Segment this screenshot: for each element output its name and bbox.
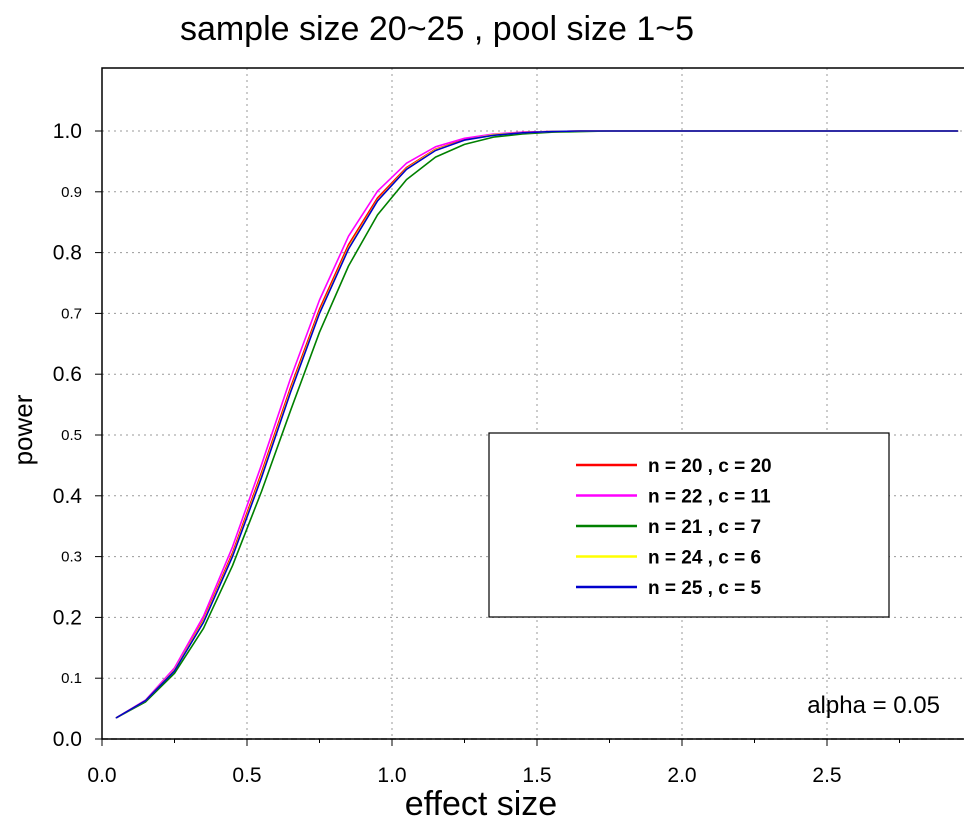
y-tick-label-9: 0.9 xyxy=(61,184,82,201)
legend-label-0: n = 20 , c = 20 xyxy=(648,456,772,477)
y-tick-label-8: 0.8 xyxy=(53,242,82,265)
series-line-4 xyxy=(115,130,959,719)
chart-title: sample size 20~25 , pool size 1~5 xyxy=(180,10,694,48)
y-tick-label-4: 0.4 xyxy=(53,485,83,508)
y-axis-ticks: 0.0 0.1 0.2 0.3 0.4 0.5 0.6 0.7 0.8 0.9 1.0 xyxy=(53,120,102,751)
y-tick-label-3: 0.3 xyxy=(61,549,82,566)
alpha-annotation: alpha = 0.05 xyxy=(807,692,940,719)
x-tick-label-4: 2.0 xyxy=(667,764,696,787)
y-tick-label-10: 1.0 xyxy=(53,120,82,143)
y-tick-label-6: 0.6 xyxy=(53,363,82,386)
legend-items: n = 20 , c = 20 n = 22 , c = 11 n = 21 , c… xyxy=(576,456,772,599)
legend-label-3: n = 24 , c = 6 xyxy=(648,548,761,569)
plot-frame xyxy=(101,67,964,740)
x-tick-label-0: 0.0 xyxy=(87,764,116,787)
legend-label-1: n = 22 , c = 11 xyxy=(648,487,771,508)
y-tick-label-5: 0.5 xyxy=(61,427,82,444)
y-tick-label-0: 0.0 xyxy=(53,728,82,751)
series-lines xyxy=(115,130,959,719)
legend-box xyxy=(488,432,890,618)
grid-lines xyxy=(102,68,964,739)
legend-label-4: n = 25 , c = 5 xyxy=(648,578,761,599)
x-axis-ticks: 0.0 0.5 1.0 1.5 2.0 2.5 xyxy=(87,739,900,787)
legend: n = 20 , c = 20 n = 22 , c = 11 n = 21 , c… xyxy=(488,432,890,618)
x-tick-label-5: 2.5 xyxy=(812,764,841,787)
y-axis-label: power xyxy=(8,394,38,465)
y-tick-label-1: 0.1 xyxy=(61,670,82,687)
x-tick-label-2: 1.0 xyxy=(377,764,406,787)
y-tick-label-2: 0.2 xyxy=(53,606,82,629)
x-axis-label: effect size xyxy=(405,785,557,817)
y-tick-label-7: 0.7 xyxy=(61,305,82,322)
x-tick-label-3: 1.5 xyxy=(522,764,551,787)
legend-label-2: n = 21 , c = 7 xyxy=(648,517,761,538)
x-tick-label-1: 0.5 xyxy=(232,764,261,787)
